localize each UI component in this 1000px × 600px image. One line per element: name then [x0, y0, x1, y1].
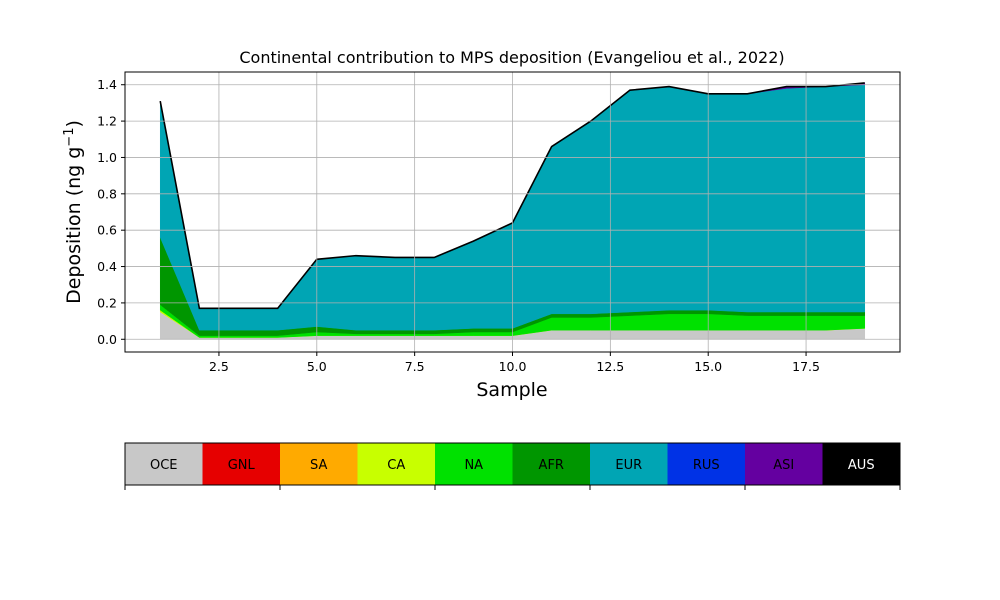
x-tick-label: 12.5 [596, 359, 624, 374]
y-tick-label: 0.6 [97, 223, 117, 238]
x-axis-label: Sample [476, 379, 547, 401]
chart-title: Continental contribution to MPS depositi… [239, 48, 784, 67]
colorbar-cell-oce [125, 443, 203, 485]
colorbar-label: OCE [150, 458, 178, 473]
colorbar-cell-na [435, 443, 513, 485]
colorbar-frame [124, 442, 901, 486]
y-tick-label: 1.4 [97, 77, 117, 92]
y-axis-label-main: Deposition (ng g [63, 147, 85, 304]
y-tick-label: 1.0 [97, 150, 117, 165]
colorbar-cell-eur [590, 443, 668, 485]
y-axis-label-close: ) [63, 120, 85, 127]
y-tick-label: 0.8 [97, 186, 117, 201]
colorbar-label: NA [464, 458, 483, 473]
y-tick-label: 1.2 [97, 114, 117, 129]
colorbar-label: SA [310, 458, 327, 473]
x-tick-label: 15.0 [694, 359, 722, 374]
colorbar-cell-ca [357, 443, 435, 485]
colorbar-cell-sa [280, 443, 358, 485]
colorbar: OCE GNL SA CA NA AFR EUR RUS ASI AUS [124, 442, 901, 490]
y-tick-label: 0.0 [97, 332, 117, 347]
x-tick-label: 7.5 [405, 359, 425, 374]
x-tick-label: 2.5 [209, 359, 229, 374]
colorbar-cell-rus [667, 443, 745, 485]
colorbar-label: GNL [228, 458, 256, 473]
y-axis-label: Deposition (ng g−1) [62, 120, 85, 304]
x-tick-label: 10.0 [499, 359, 527, 374]
colorbar-label: RUS [693, 458, 720, 473]
colorbar-cell-aus [822, 443, 900, 485]
colorbar-label: EUR [615, 458, 642, 473]
colorbar-label: CA [387, 458, 405, 473]
y-tick-label: 0.2 [97, 295, 117, 310]
y-axis-label-sup: −1 [62, 128, 77, 147]
y-tick-label: 0.4 [97, 259, 117, 274]
axes: 2.5 5.0 7.5 10.0 12.5 15.0 17.5 0.0 0.2 0.4 0.6 0.8… [97, 71, 901, 374]
grid [125, 72, 900, 352]
colorbar-label: ASI [773, 458, 794, 473]
colorbar-label: AFR [539, 458, 564, 473]
x-tick-label: 17.5 [792, 359, 820, 374]
colorbar-cell-afr [512, 443, 590, 485]
colorbar-cell-gnl [202, 443, 280, 485]
colorbar-cell-asi [745, 443, 823, 485]
colorbar-label: AUS [848, 458, 875, 473]
x-tick-label: 5.0 [307, 359, 327, 374]
